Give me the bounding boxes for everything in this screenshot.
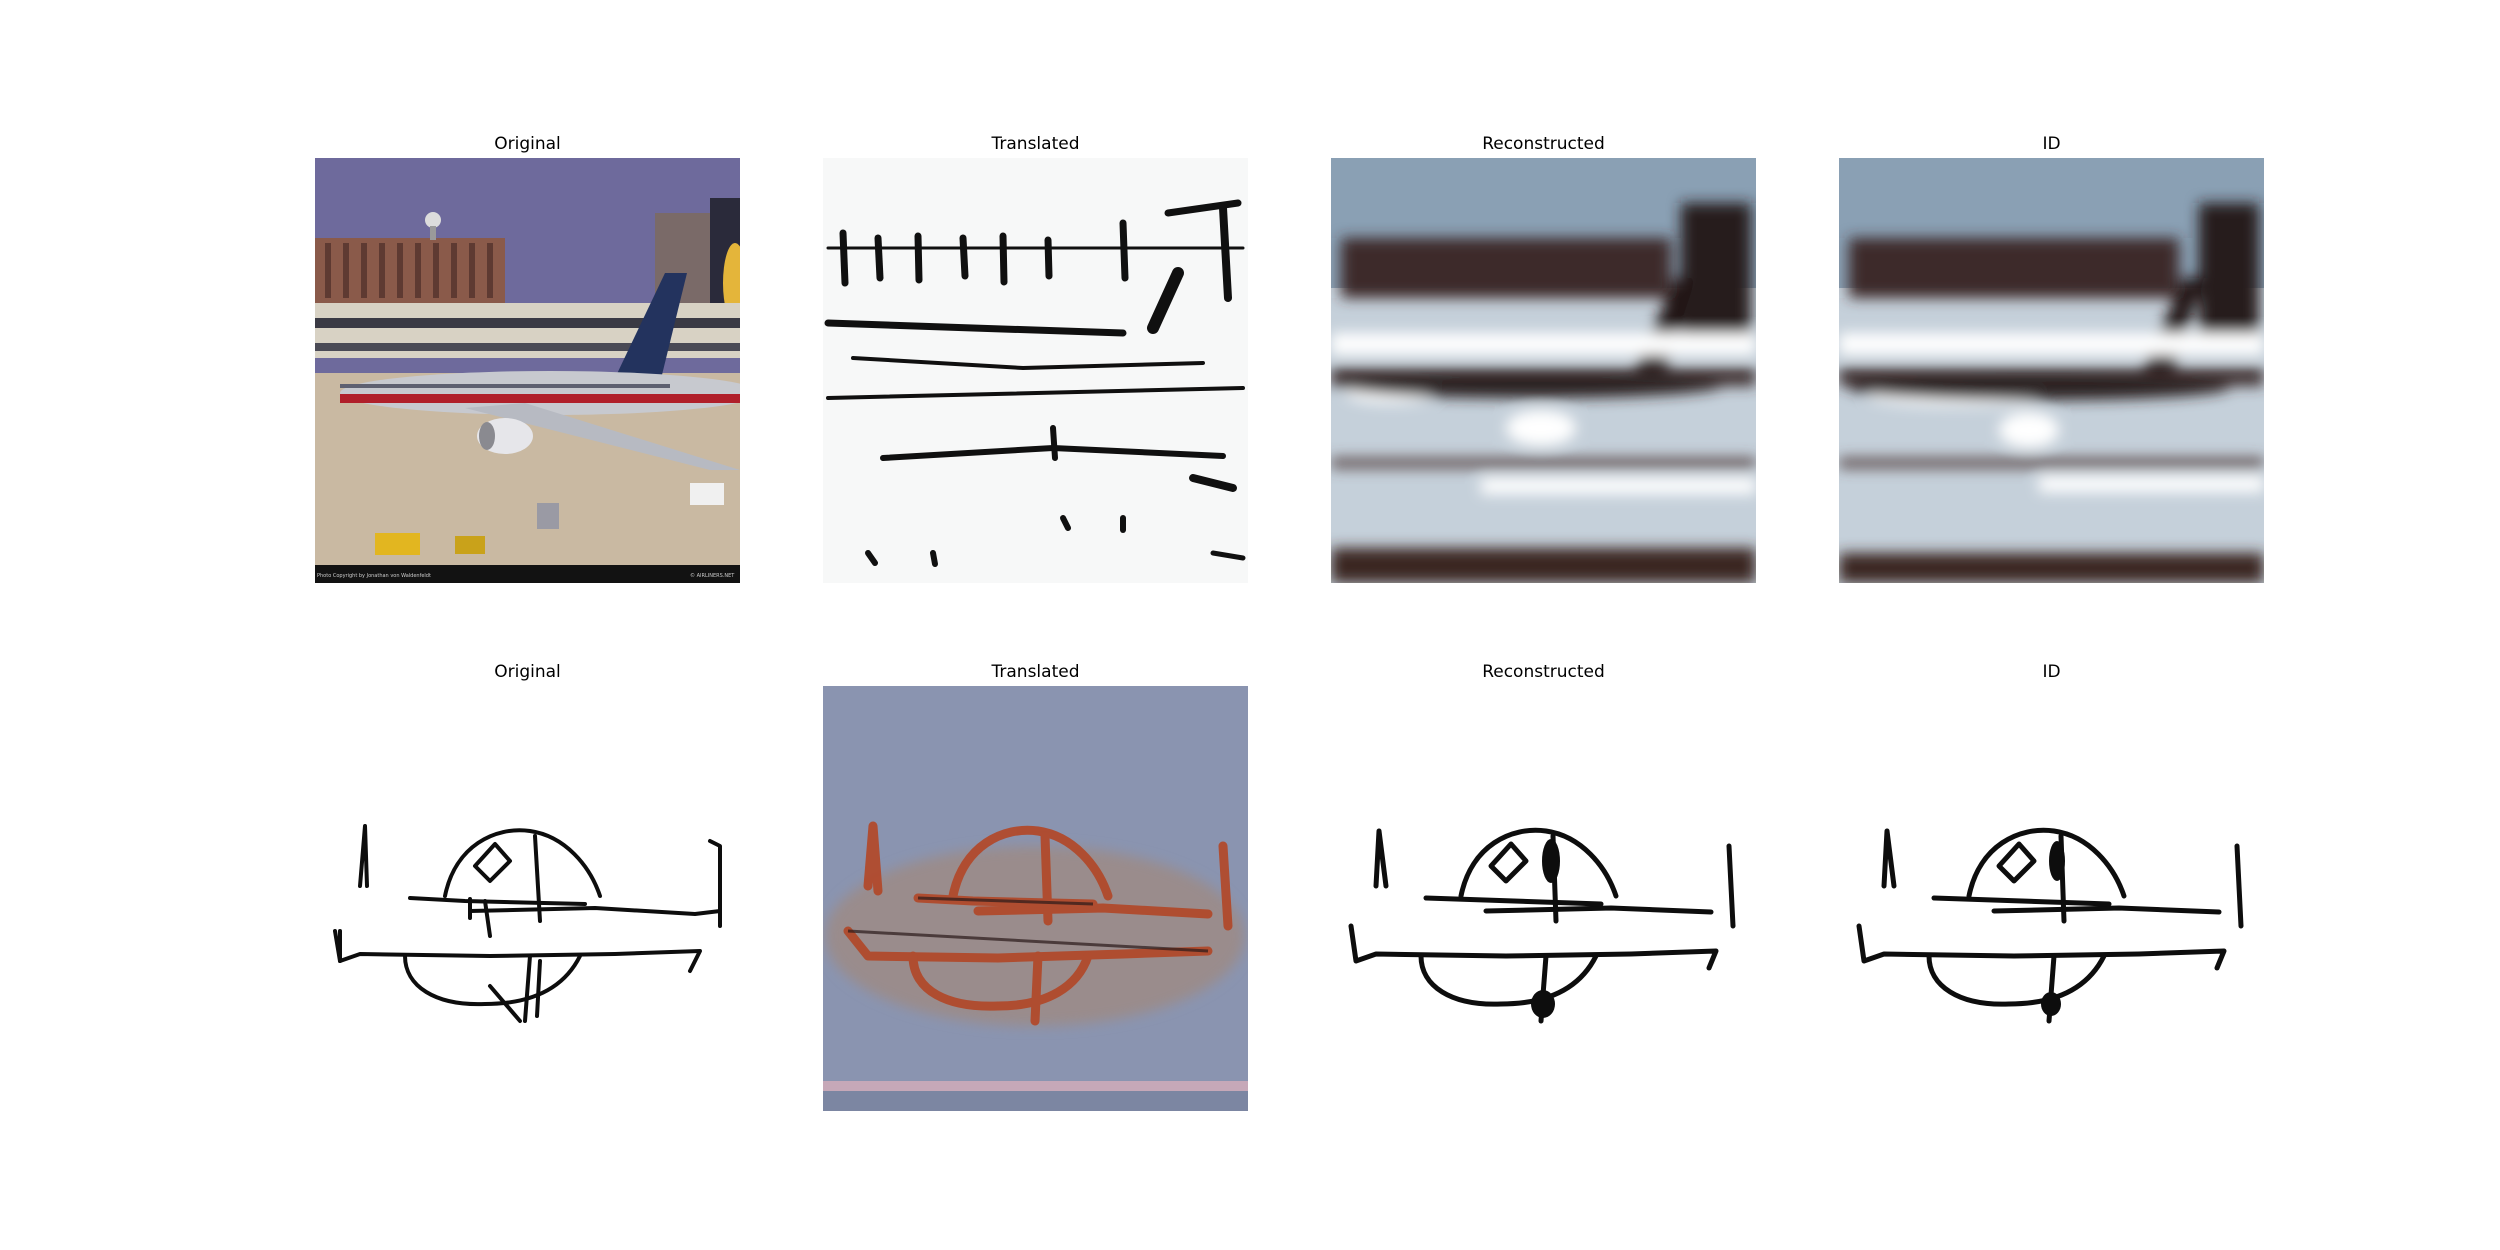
title-original-row2: Original: [494, 662, 561, 682]
title-reconstructed-row1: Reconstructed: [1482, 134, 1605, 154]
image-original-photo: Photo Copyright by Jonathan von Waldenfe…: [315, 158, 740, 583]
photo-watermark-right: © AIRLINERS.NET: [690, 572, 735, 579]
image-translated-photo: [823, 686, 1248, 1111]
image-original-sketch: [315, 686, 740, 1111]
image-id-photo: [1839, 158, 2264, 583]
image-translated-sketch: [823, 158, 1248, 583]
image-id-sketch: [1839, 686, 2264, 1111]
title-translated-row2: Translated: [991, 662, 1080, 682]
title-translated-row1: Translated: [991, 134, 1080, 154]
image-reconstructed-sketch: [1331, 686, 1756, 1111]
photo-watermark-left: Photo Copyright by Jonathan von Waldenfe…: [317, 573, 431, 579]
title-id-row1: ID: [2042, 134, 2061, 154]
image-reconstructed-photo: [1331, 158, 1756, 583]
title-original-row1: Original: [494, 134, 561, 154]
title-reconstructed-row2: Reconstructed: [1482, 662, 1605, 682]
title-id-row2: ID: [2042, 662, 2061, 682]
